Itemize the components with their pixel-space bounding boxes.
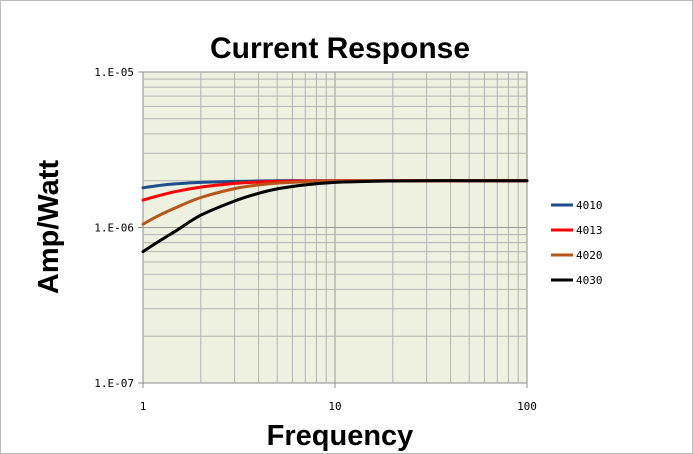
axis-ticks: 1 10 100 1.E-07 1.E-06 1.E-05	[94, 66, 537, 413]
series-lines	[141, 179, 529, 254]
x-tick-label: 1	[140, 400, 147, 413]
legend: 4010 4013 4020 4030	[551, 199, 603, 287]
x-tick-label: 100	[517, 400, 537, 413]
legend-label-4030: 4030	[576, 274, 603, 287]
legend-label-4010: 4010	[576, 199, 603, 212]
grid	[143, 72, 527, 383]
legend-label-4013: 4013	[576, 224, 603, 237]
y-tick-label: 1.E-06	[94, 222, 134, 235]
y-axis-title: Amp/Watt	[33, 160, 65, 295]
y-tick-label: 1.E-07	[94, 377, 134, 390]
y-tick-label: 1.E-05	[94, 66, 134, 79]
x-axis-title: Frequency	[267, 420, 414, 452]
legend-label-4020: 4020	[576, 249, 603, 262]
chart-title: Current Response	[210, 32, 470, 65]
series-line-4030	[141, 179, 529, 254]
x-tick-label: 10	[328, 400, 341, 413]
